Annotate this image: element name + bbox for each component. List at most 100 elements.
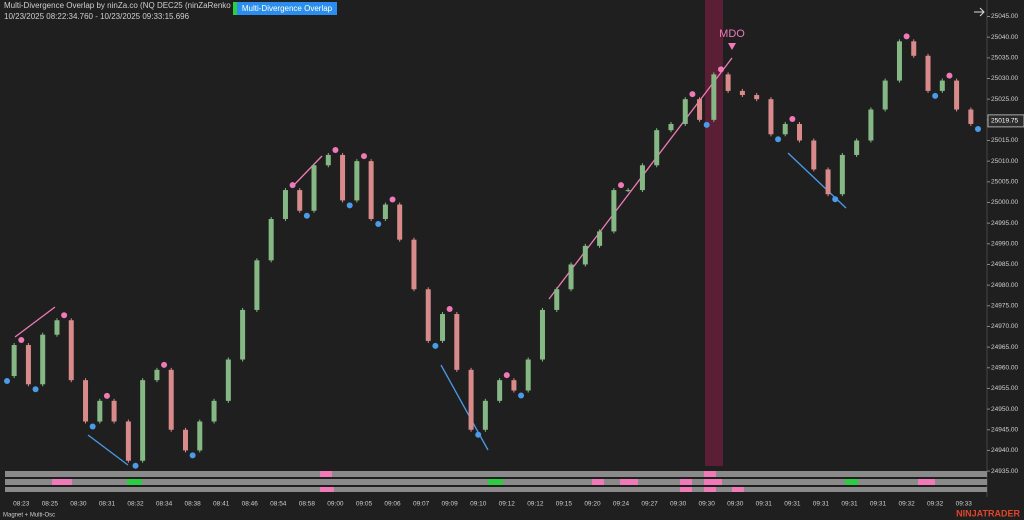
y-tick-label: 24945.00 bbox=[991, 426, 1018, 433]
x-tick-label: 09:33 bbox=[956, 501, 973, 508]
x-tick-label: 09:31 bbox=[756, 501, 773, 508]
candle bbox=[939, 80, 945, 91]
indicator-button[interactable] bbox=[237, 2, 337, 15]
candle bbox=[911, 41, 917, 56]
pivot-high bbox=[503, 372, 510, 379]
pivot-low bbox=[932, 92, 939, 99]
x-tick-label: 09:10 bbox=[470, 501, 487, 508]
y-tick-label: 25015.00 bbox=[991, 137, 1018, 144]
x-tick-label: 09:07 bbox=[413, 501, 430, 508]
x-tick-label: 09:31 bbox=[813, 501, 830, 508]
annotation: MDO bbox=[719, 28, 745, 40]
candle bbox=[525, 359, 531, 391]
x-tick-label: 09:12 bbox=[527, 501, 544, 508]
candle bbox=[411, 239, 417, 290]
candle bbox=[654, 130, 660, 166]
x-tick-label: 08:31 bbox=[99, 501, 116, 508]
pivot-low bbox=[375, 221, 382, 228]
x-tick-label: 08:32 bbox=[127, 501, 144, 508]
candle bbox=[968, 109, 974, 124]
date-range: 10/23/2025 08:22:34.760 - 10/23/2025 09:… bbox=[4, 12, 190, 21]
pivot-high bbox=[789, 115, 796, 122]
pivot-high bbox=[18, 337, 25, 344]
candle bbox=[925, 55, 931, 91]
pivot-high bbox=[103, 392, 110, 399]
pivot-low bbox=[4, 378, 10, 385]
candle bbox=[782, 123, 788, 135]
indicator-button-label[interactable]: Multi-Divergence Overlap bbox=[242, 4, 333, 13]
annotation-marker bbox=[728, 43, 736, 50]
x-tick-label: 09:30 bbox=[670, 501, 687, 508]
pivot-low bbox=[832, 196, 839, 203]
candle bbox=[725, 74, 731, 91]
brand-logo: NINJATRADER bbox=[956, 508, 1020, 518]
y-tick-label: 24955.00 bbox=[991, 385, 1018, 392]
candle bbox=[440, 314, 446, 341]
candle bbox=[97, 400, 103, 422]
pivot-high bbox=[946, 72, 953, 79]
footer-label: Magnet + Multi-Osc bbox=[3, 513, 55, 519]
candle bbox=[511, 380, 517, 391]
y-tick-label: 24995.00 bbox=[991, 220, 1018, 227]
pivot-high bbox=[389, 196, 396, 203]
pivot-high bbox=[618, 182, 625, 189]
candle bbox=[554, 289, 560, 310]
arrow-icon[interactable] bbox=[974, 7, 985, 17]
candle bbox=[482, 400, 488, 430]
candle bbox=[254, 260, 260, 310]
pivot-low bbox=[975, 125, 981, 132]
candle bbox=[68, 320, 74, 381]
y-tick-label: 25040.00 bbox=[991, 34, 1018, 41]
pivot-low bbox=[518, 392, 525, 399]
candle bbox=[568, 264, 574, 290]
x-tick-label: 09:15 bbox=[556, 501, 573, 508]
candle bbox=[839, 154, 845, 195]
highlight-band bbox=[705, 0, 723, 466]
pivot-high bbox=[689, 91, 696, 98]
x-tick-label: 08:23 bbox=[13, 501, 30, 508]
candle bbox=[325, 154, 331, 166]
candle bbox=[668, 123, 674, 131]
candle bbox=[697, 99, 703, 120]
button-indicator bbox=[233, 2, 237, 15]
candle bbox=[882, 80, 888, 110]
y-tick-label: 24975.00 bbox=[991, 303, 1018, 310]
candle bbox=[368, 161, 374, 220]
y-tick-label: 24960.00 bbox=[991, 364, 1018, 371]
candle bbox=[111, 400, 117, 422]
candle bbox=[54, 320, 60, 335]
pivot-low bbox=[189, 452, 196, 459]
pivot-low bbox=[32, 386, 39, 393]
pivot-high bbox=[360, 153, 367, 160]
x-tick-label: 09:06 bbox=[384, 501, 401, 508]
candle bbox=[154, 369, 160, 381]
candle bbox=[140, 380, 146, 461]
pivot-low bbox=[303, 212, 310, 219]
pivot-high bbox=[289, 182, 296, 189]
candle bbox=[125, 421, 131, 461]
y-tick-label: 25030.00 bbox=[991, 75, 1018, 82]
last-price-label: 25019.75 bbox=[991, 118, 1018, 125]
x-tick-label: 09:20 bbox=[584, 501, 601, 508]
candle bbox=[896, 41, 902, 81]
candle bbox=[625, 190, 631, 192]
candle bbox=[682, 99, 688, 124]
pivot-high bbox=[717, 66, 724, 73]
candle bbox=[168, 369, 174, 430]
x-tick-label: 08:58 bbox=[299, 501, 316, 508]
y-tick-label: 24950.00 bbox=[991, 406, 1018, 413]
y-tick-label: 25035.00 bbox=[991, 55, 1018, 62]
x-tick-label: 08:41 bbox=[213, 501, 230, 508]
x-tick-label: 09:31 bbox=[841, 501, 858, 508]
pivot-high bbox=[446, 306, 453, 313]
x-tick-label: 09:00 bbox=[327, 501, 344, 508]
candle bbox=[597, 231, 603, 246]
x-tick-label: 09:31 bbox=[784, 501, 801, 508]
pivot-low bbox=[346, 202, 353, 209]
candle bbox=[225, 359, 231, 401]
pivot-low bbox=[132, 462, 139, 469]
candle bbox=[768, 99, 774, 135]
chart-title: Multi-Divergence Overlap by ninZa.co (NQ… bbox=[4, 1, 259, 10]
x-tick-label: 09:31 bbox=[870, 501, 887, 508]
